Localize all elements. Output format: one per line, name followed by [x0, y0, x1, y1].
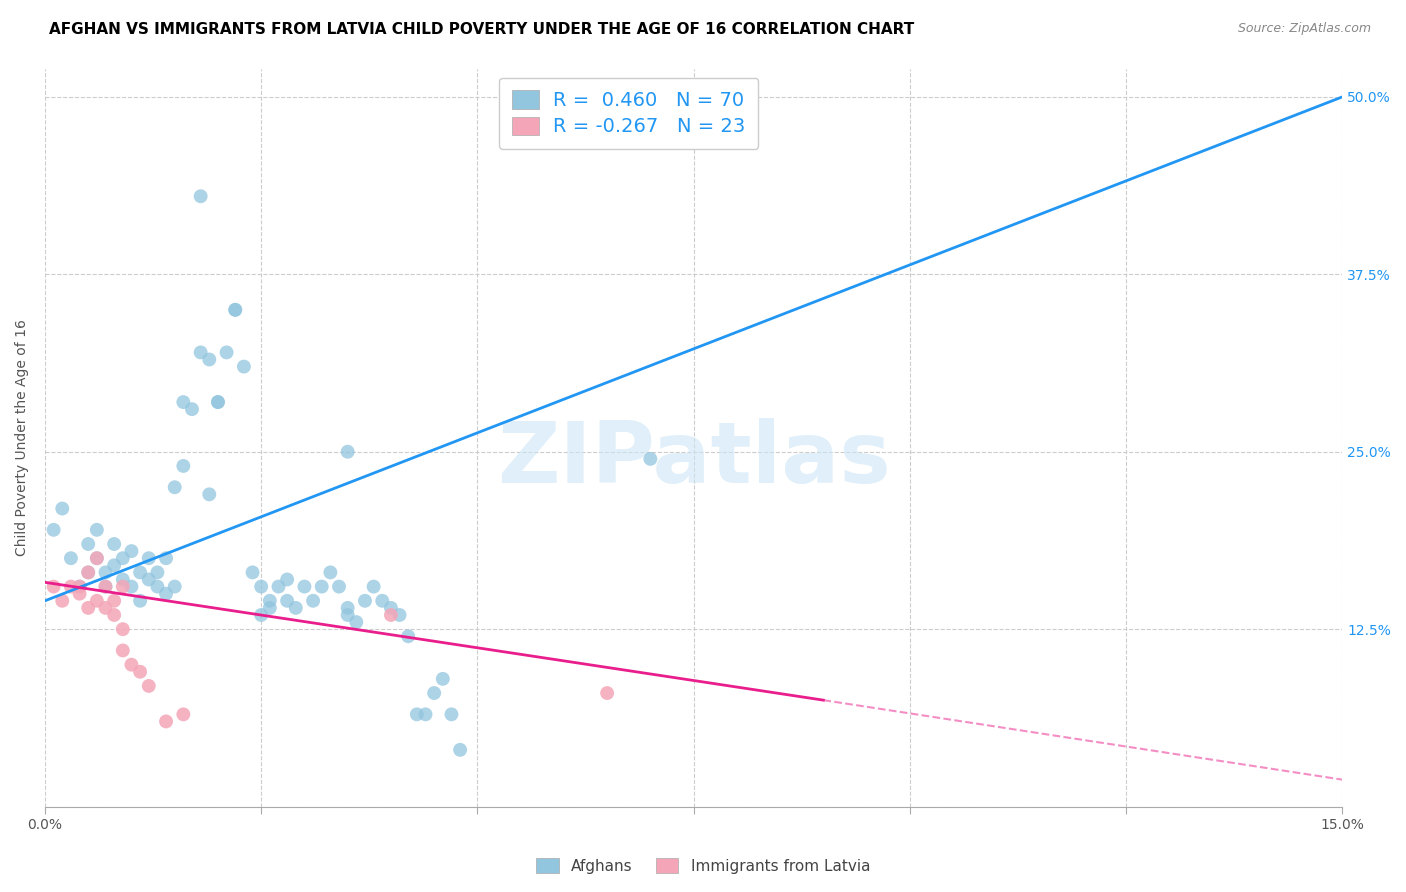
Point [224, 302, 246, 317]
Point [172, 458, 194, 473]
Point [94, 600, 117, 615]
Point [77, 566, 100, 580]
Point [336, 600, 359, 615]
Text: ZIPatlas: ZIPatlas [496, 418, 890, 501]
Point [276, 573, 298, 587]
Point [242, 566, 264, 580]
Point [440, 707, 463, 722]
Legend: R =  0.460   N = 70, R = -0.267   N = 23: R = 0.460 N = 70, R = -0.267 N = 23 [499, 78, 758, 149]
Point [336, 444, 359, 458]
Point [94, 566, 117, 580]
Legend: Afghans, Immigrants from Latvia: Afghans, Immigrants from Latvia [530, 852, 876, 880]
Point [146, 566, 169, 580]
Point [69, 580, 91, 594]
Point [59, 580, 82, 594]
Y-axis label: Child Poverty Under the Age of 16: Child Poverty Under the Age of 16 [15, 319, 30, 556]
Point [138, 551, 160, 566]
Point [77, 600, 100, 615]
Point [69, 580, 91, 594]
Point [103, 594, 125, 608]
Point [380, 607, 402, 622]
Point [51, 501, 73, 516]
Point [267, 580, 290, 594]
Point [103, 607, 125, 622]
Point [423, 686, 446, 700]
Point [344, 615, 367, 629]
Point [42, 580, 65, 594]
Point [155, 587, 177, 601]
Point [42, 523, 65, 537]
Point [224, 302, 246, 317]
Point [432, 672, 454, 686]
Point [405, 707, 427, 722]
Point [59, 551, 82, 566]
Point [215, 345, 238, 359]
Point [207, 395, 229, 409]
Point [77, 566, 100, 580]
Point [640, 451, 662, 466]
Point [190, 189, 212, 203]
Point [198, 352, 221, 367]
Point [69, 587, 91, 601]
Point [129, 566, 152, 580]
Point [129, 594, 152, 608]
Point [388, 607, 411, 622]
Point [129, 665, 152, 679]
Point [302, 594, 325, 608]
Point [138, 573, 160, 587]
Point [232, 359, 254, 374]
Point [250, 580, 273, 594]
Point [172, 395, 194, 409]
Point [94, 580, 117, 594]
Point [259, 594, 281, 608]
Text: AFGHAN VS IMMIGRANTS FROM LATVIA CHILD POVERTY UNDER THE AGE OF 16 CORRELATION C: AFGHAN VS IMMIGRANTS FROM LATVIA CHILD P… [49, 22, 914, 37]
Point [77, 537, 100, 551]
Point [250, 607, 273, 622]
Point [86, 594, 108, 608]
Text: Source: ZipAtlas.com: Source: ZipAtlas.com [1237, 22, 1371, 36]
Point [294, 580, 316, 594]
Point [94, 580, 117, 594]
Point [163, 580, 186, 594]
Point [311, 580, 333, 594]
Point [198, 487, 221, 501]
Point [103, 537, 125, 551]
Point [111, 580, 134, 594]
Point [163, 480, 186, 494]
Point [155, 714, 177, 729]
Point [111, 622, 134, 636]
Point [172, 707, 194, 722]
Point [449, 743, 471, 757]
Point [111, 551, 134, 566]
Point [120, 544, 142, 558]
Point [328, 580, 350, 594]
Point [155, 551, 177, 566]
Point [354, 594, 377, 608]
Point [51, 594, 73, 608]
Point [190, 345, 212, 359]
Point [207, 395, 229, 409]
Point [86, 551, 108, 566]
Point [111, 573, 134, 587]
Point [138, 679, 160, 693]
Point [111, 643, 134, 657]
Point [319, 566, 342, 580]
Point [276, 594, 298, 608]
Point [120, 580, 142, 594]
Point [596, 686, 619, 700]
Point [363, 580, 385, 594]
Point [120, 657, 142, 672]
Point [415, 707, 437, 722]
Point [103, 558, 125, 573]
Point [396, 629, 419, 643]
Point [336, 607, 359, 622]
Point [259, 600, 281, 615]
Point [380, 600, 402, 615]
Point [86, 551, 108, 566]
Point [86, 523, 108, 537]
Point [146, 580, 169, 594]
Point [181, 402, 204, 417]
Point [284, 600, 307, 615]
Point [371, 594, 394, 608]
